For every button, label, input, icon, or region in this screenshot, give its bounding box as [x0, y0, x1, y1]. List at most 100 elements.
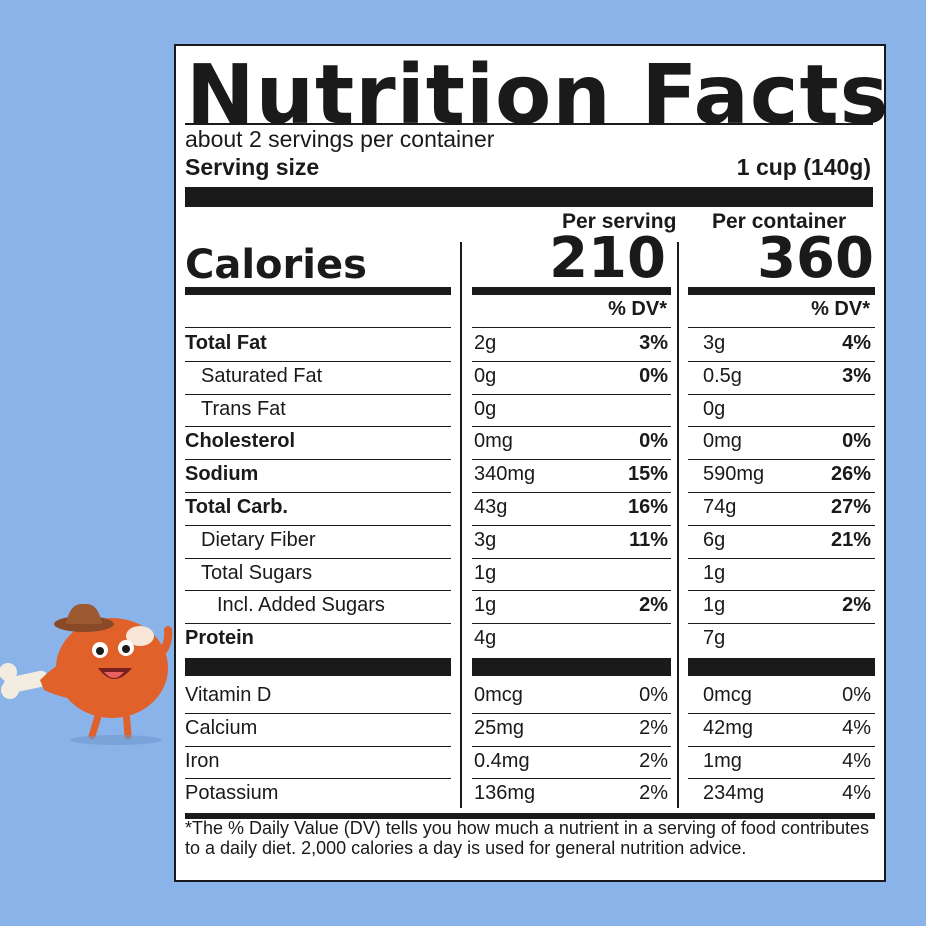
nutrient-name: Trans Fat	[201, 397, 286, 420]
thick-divider	[472, 658, 671, 676]
thick-divider	[185, 658, 451, 676]
container-daily-value: 3%	[842, 364, 871, 387]
serving-size-label: Serving size	[185, 154, 320, 180]
row-divider	[185, 623, 451, 624]
thick-divider	[185, 287, 451, 295]
nutrition-facts-panel: Nutrition Facts about 2 servings per con…	[174, 44, 888, 882]
row-divider	[688, 746, 875, 747]
row-divider	[688, 778, 875, 779]
row-divider	[688, 361, 875, 362]
column-divider	[460, 242, 462, 808]
row-divider	[688, 492, 875, 493]
thick-divider	[185, 187, 873, 207]
container-amount: 7g	[703, 627, 726, 650]
serving-amount: 0mg	[474, 430, 513, 453]
container-amount: 0.5g	[703, 364, 742, 387]
container-daily-value: 21%	[830, 528, 871, 551]
row-divider	[472, 361, 671, 362]
row-divider	[688, 590, 875, 591]
serving-daily-value: 0%	[639, 430, 668, 453]
container-daily-value: 27%	[830, 496, 871, 518]
per-container-header: Per container	[712, 210, 847, 233]
container-daily-value: 2%	[842, 594, 871, 617]
nutrient-name: Iron	[185, 749, 220, 772]
serving-amount: 3g	[474, 528, 497, 551]
nutrient-name: Potassium	[185, 782, 279, 805]
container-amount: 234mg	[703, 782, 765, 805]
serving-daily-value: 2%	[639, 594, 668, 617]
row-divider	[688, 327, 875, 328]
daily-value-footnote: *The % Daily Value (DV) tells you how mu…	[185, 818, 869, 858]
divider	[185, 123, 873, 125]
nutrient-name: Incl. Added Sugars	[217, 594, 385, 617]
nutrient-name: Protein	[185, 627, 254, 650]
row-divider	[688, 623, 875, 624]
row-divider	[185, 525, 451, 526]
serving-daily-value: 2%	[639, 782, 668, 805]
container-amount: 74g	[703, 496, 737, 518]
thick-divider	[185, 813, 875, 819]
row-divider	[472, 778, 671, 779]
serving-amount: 340mg	[474, 463, 536, 486]
nutrient-name: Total Carb.	[185, 496, 288, 518]
serving-amount: 0g	[474, 364, 497, 387]
row-divider	[472, 459, 671, 460]
serving-amount: 0mcg	[474, 684, 523, 706]
calories-per-container: 360	[757, 226, 874, 291]
thick-divider	[472, 287, 671, 295]
servings-per-container: about 2 servings per container	[185, 126, 495, 152]
serving-daily-value: 16%	[627, 496, 668, 518]
row-divider	[472, 426, 671, 427]
row-divider	[472, 492, 671, 493]
serving-amount: 0g	[474, 397, 497, 420]
row-divider	[185, 590, 451, 591]
nutrient-name: Dietary Fiber	[201, 528, 316, 551]
chicken-drumstick-mascot-icon	[0, 590, 178, 750]
row-divider	[185, 558, 451, 559]
calories-per-serving: 210	[549, 226, 666, 291]
row-divider	[185, 426, 451, 427]
container-daily-value: 0%	[842, 430, 871, 453]
row-divider	[185, 394, 451, 395]
container-daily-value: 4%	[842, 332, 871, 354]
container-amount: 1mg	[703, 749, 742, 772]
container-amount: 6g	[703, 528, 726, 551]
row-divider	[472, 746, 671, 747]
container-amount: 3g	[703, 332, 726, 354]
calories-label: Calories	[185, 242, 367, 288]
nutrient-name: Sodium	[185, 463, 259, 486]
serving-daily-value: 11%	[629, 528, 668, 551]
nutrient-name: Total Sugars	[201, 561, 313, 584]
nutrient-name: Saturated Fat	[201, 364, 323, 387]
row-divider	[688, 459, 875, 460]
thick-divider	[688, 658, 875, 676]
serving-amount: 0.4mg	[474, 749, 530, 772]
thick-divider	[688, 287, 875, 295]
row-divider	[688, 426, 875, 427]
row-divider	[472, 558, 671, 559]
row-divider	[472, 525, 671, 526]
row-divider	[472, 713, 671, 714]
row-divider	[185, 713, 451, 714]
serving-amount: 25mg	[474, 716, 525, 739]
container-amount: 0g	[703, 397, 726, 420]
serving-amount: 4g	[474, 627, 497, 650]
serving-daily-value: 0%	[639, 684, 668, 706]
serving-amount: 2g	[474, 332, 497, 354]
serving-amount: 43g	[474, 496, 508, 518]
serving-daily-value: 2%	[639, 716, 668, 739]
serving-daily-value: 2%	[639, 749, 668, 772]
column-divider	[677, 242, 679, 808]
row-divider	[185, 778, 451, 779]
nutrient-name: Vitamin D	[185, 684, 272, 706]
row-divider	[185, 361, 451, 362]
row-divider	[688, 558, 875, 559]
nutrient-name: Total Fat	[185, 332, 267, 354]
row-divider	[688, 394, 875, 395]
row-divider	[185, 459, 451, 460]
container-amount: 590mg	[703, 463, 765, 486]
container-amount: 0mg	[703, 430, 742, 453]
serving-daily-value: 15%	[627, 463, 668, 486]
serving-amount: 1g	[474, 561, 497, 584]
row-divider	[688, 713, 875, 714]
